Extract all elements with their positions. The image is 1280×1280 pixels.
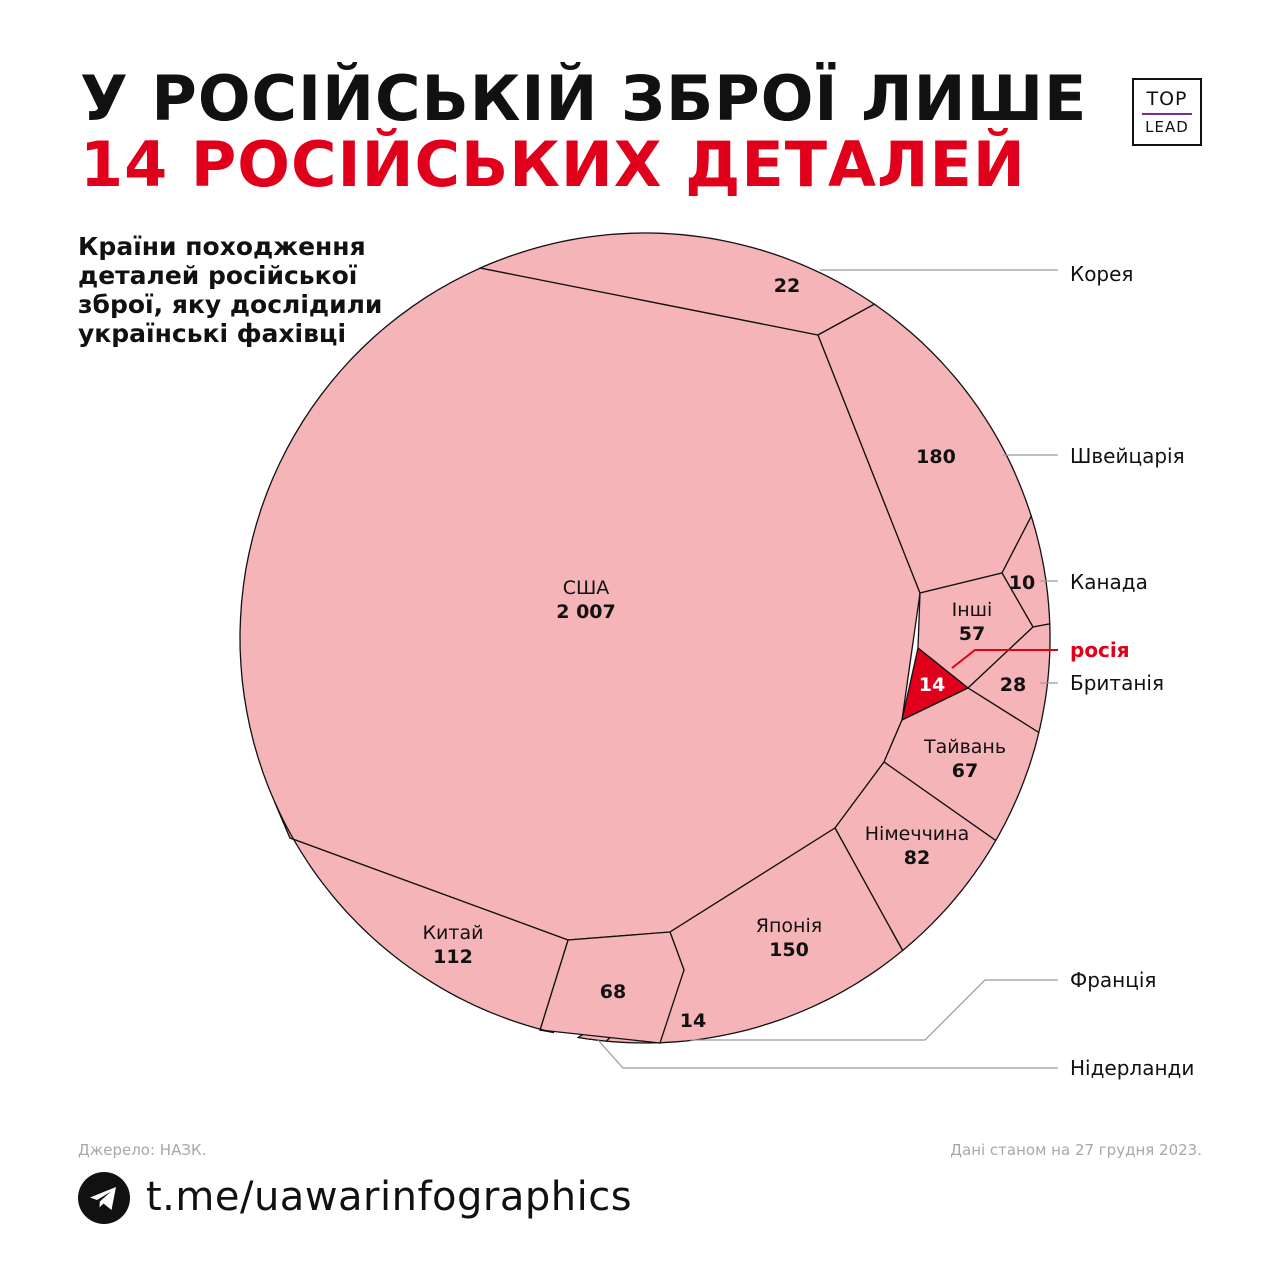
- cell-value-8: 82: [904, 847, 930, 869]
- cell-3: [1001, 514, 1051, 628]
- cell-value-11: 68: [600, 981, 626, 1003]
- cell-name-0: США: [563, 577, 610, 599]
- external-label-6: Британія: [1070, 671, 1164, 695]
- leader-line-11: [597, 1039, 1058, 1069]
- cell-12: [274, 802, 569, 1034]
- logo-bottom-text: LEAD: [1145, 118, 1189, 136]
- leader-line-10: [690, 979, 1058, 1041]
- cell-value-4: 57: [959, 623, 985, 645]
- chart-subtitle: Країни походження деталей російської збр…: [78, 232, 383, 348]
- title-line-1: У РОСІЙСЬКІЙ ЗБРОЇ ЛИШЕ: [80, 62, 1088, 135]
- cell-name-12: Китай: [423, 922, 484, 944]
- cell-9: [604, 827, 904, 1044]
- cell-value-12: 112: [433, 946, 473, 968]
- source-note: Джерело: НАЗК.: [78, 1141, 207, 1159]
- cell-value-6: 28: [1000, 674, 1026, 696]
- cell-value-9: 150: [769, 939, 809, 961]
- cell-8: [834, 761, 997, 952]
- external-label-11: Нідерланди: [1070, 1056, 1194, 1080]
- external-label-3: Канада: [1070, 570, 1148, 594]
- cell-2: [817, 303, 1033, 594]
- cell-value-10: 14: [680, 1010, 706, 1032]
- cell-value-3: 10: [1009, 572, 1035, 594]
- external-label-10: Франція: [1070, 968, 1156, 992]
- leader-line-5: [951, 649, 1058, 669]
- cell-name-7: Тайвань: [923, 736, 1006, 758]
- cell-value-5: 14: [919, 674, 945, 696]
- telegram-icon[interactable]: [78, 1172, 130, 1224]
- external-label-5: росія: [1070, 638, 1130, 662]
- logo-divider: [1142, 113, 1192, 115]
- cell-name-9: Японія: [756, 915, 822, 937]
- telegram-link[interactable]: t.me/uawarinfographics: [146, 1174, 633, 1220]
- logo-top-text: TOP: [1146, 88, 1188, 110]
- cell-1: [478, 232, 876, 336]
- cell-name-8: Німеччина: [865, 823, 969, 845]
- cell-name-4: Інші: [952, 599, 993, 621]
- cells-layer: [239, 232, 1051, 1044]
- cell-value-0: 2 007: [556, 601, 616, 623]
- cell-value-1: 22: [774, 275, 800, 297]
- leaders-layer: [597, 269, 1058, 1069]
- external-label-1: Корея: [1070, 262, 1133, 286]
- cell-7: [883, 687, 1040, 842]
- cell-value-7: 67: [952, 760, 978, 782]
- top-lead-logo: TOP LEAD: [1132, 78, 1202, 146]
- cell-6: [966, 623, 1051, 734]
- title-line-2: 14 РОСІЙСЬКИХ ДЕТАЛЕЙ: [80, 128, 1026, 201]
- external-label-2: Швейцарія: [1070, 444, 1185, 468]
- cell-value-2: 180: [916, 446, 956, 468]
- date-note: Дані станом на 27 грудня 2023.: [950, 1141, 1202, 1159]
